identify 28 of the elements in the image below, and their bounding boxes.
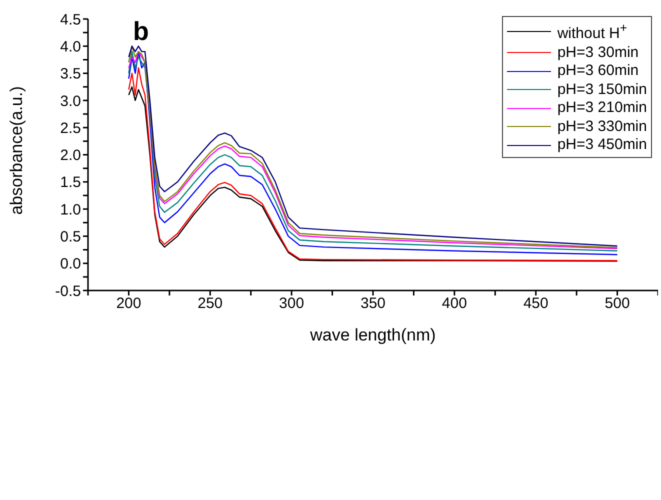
y-tick-label: 2.0 bbox=[60, 147, 81, 164]
x-axis-title: wave length(nm) bbox=[309, 326, 436, 344]
legend-label: pH=3 30min bbox=[557, 44, 639, 62]
x-tick-label: 300 bbox=[279, 295, 304, 312]
x-tick-label: 500 bbox=[604, 295, 630, 312]
y-tick-label: 3.5 bbox=[60, 66, 81, 83]
legend-label: without H$^{+}$ bbox=[557, 20, 628, 44]
y-tick-label: 0.5 bbox=[60, 228, 81, 246]
y-tick-label: 0.0 bbox=[60, 256, 81, 273]
x-tick-label: 450 bbox=[523, 295, 548, 312]
x-tick-label: 400 bbox=[442, 295, 467, 312]
y-tick-label: 2.5 bbox=[60, 120, 81, 137]
x-tick-label: 200 bbox=[116, 295, 142, 312]
y-tick-label: 3.0 bbox=[60, 92, 81, 110]
legend-label: pH=3 450min bbox=[557, 136, 647, 154]
y-tick-label: 4.0 bbox=[60, 38, 81, 56]
annotation: b bbox=[133, 16, 149, 47]
legend-label: pH=3 150min bbox=[557, 80, 647, 99]
x-tick-label: 250 bbox=[198, 295, 223, 312]
y-tick-label: 4.5 bbox=[60, 11, 81, 28]
y-tick-label: 1.0 bbox=[60, 201, 81, 218]
y-tick-label: 1.5 bbox=[60, 174, 81, 192]
legend-label: pH=3 210min bbox=[557, 99, 647, 118]
y-tick-label: -0.5 bbox=[55, 282, 81, 300]
y-axis-title: absorbance(a.u.) bbox=[7, 86, 26, 215]
legend-label: pH=3 60min bbox=[557, 62, 639, 80]
legend-label: pH=3 330min bbox=[557, 118, 647, 136]
x-tick-label: 350 bbox=[360, 295, 386, 312]
